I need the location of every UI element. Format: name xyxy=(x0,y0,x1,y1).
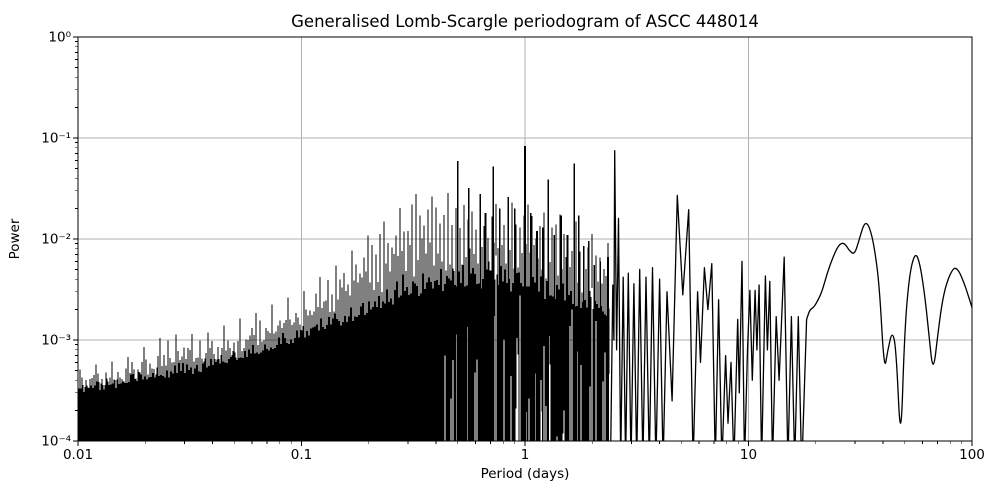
y-tick-label: 10⁻³ xyxy=(41,333,71,349)
y-tick-label: 10⁻¹ xyxy=(41,131,71,147)
minor-ticks xyxy=(75,41,963,444)
y-tick-label: 10⁻² xyxy=(41,232,71,248)
x-tick-label: 100 xyxy=(959,447,985,463)
major-ticks xyxy=(73,36,973,446)
y-tick-label: 10⁻⁴ xyxy=(41,434,71,450)
y-axis-label: Power xyxy=(7,218,23,260)
plot-title: Generalised Lomb-Scargle periodogram of … xyxy=(291,12,759,31)
x-tick-label: 10 xyxy=(740,447,757,463)
x-tick-labels: 0.01 0.1 1 10 100 xyxy=(63,447,985,463)
x-tick-label: 0.1 xyxy=(291,447,312,463)
noise-columns xyxy=(78,192,610,441)
y-tick-labels: 10⁰ 10⁻¹ 10⁻² 10⁻³ 10⁻⁴ xyxy=(41,30,71,450)
major-peaks xyxy=(456,146,609,441)
x-tick-label: 1 xyxy=(521,447,530,463)
x-tick-label: 0.01 xyxy=(63,447,93,463)
plot-border xyxy=(77,36,973,442)
resolved-curve xyxy=(610,149,972,441)
x-axis-label: Period (days) xyxy=(480,466,570,482)
y-tick-label: 10⁰ xyxy=(48,30,71,46)
periodogram-series xyxy=(78,146,972,441)
